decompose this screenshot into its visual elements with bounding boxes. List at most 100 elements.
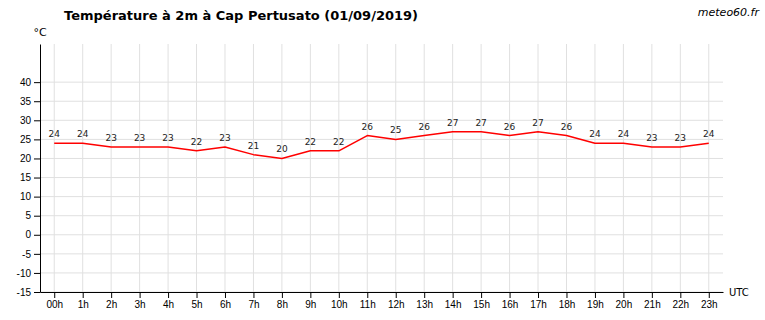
data-label: 26 (362, 122, 374, 132)
x-tick-mark (225, 292, 226, 298)
y-tick: 25 (20, 134, 40, 145)
plot: 00h1h2h3h4h5h6h7h8h9h10h11h12h13h14h15h1… (17, 26, 749, 310)
y-tick-label: 35 (20, 96, 32, 107)
x-tick-mark (367, 292, 368, 298)
y-tick-label: 0 (25, 229, 31, 240)
y-tick-label: -5 (22, 249, 31, 260)
x-tick-mark (623, 292, 624, 298)
grid-line (111, 44, 112, 292)
grid-line (40, 177, 723, 178)
x-tick-mark (253, 292, 254, 298)
watermark: meteo60.fr (698, 6, 761, 19)
data-label: 21 (248, 141, 259, 151)
data-labels: 2424232323222321202222262526272726272624… (49, 118, 715, 155)
grid-line (40, 272, 723, 273)
data-label: 27 (475, 118, 486, 128)
y-tick-label: 5 (25, 210, 31, 221)
grid-line (367, 44, 368, 292)
y-tick: 20 (20, 153, 40, 164)
x-tick-label: 7h (248, 299, 259, 310)
x-tick-mark (396, 292, 397, 298)
y-tick-label: 10 (20, 191, 32, 202)
data-label: 23 (162, 133, 173, 143)
data-label: 22 (191, 137, 202, 147)
x-tick-label: 20h (616, 299, 633, 310)
grid-line (139, 44, 140, 292)
data-label: 24 (77, 129, 89, 139)
x-tick-mark (310, 292, 311, 298)
y-tick: 35 (20, 96, 40, 107)
x-tick-mark (709, 292, 710, 298)
x-tick-label: 16h (502, 299, 519, 310)
x-tick-label: 11h (360, 299, 376, 310)
x-tick-label: 14h (445, 299, 462, 310)
x-tick: 6h (220, 292, 231, 310)
x-tick-label: 22h (672, 299, 689, 310)
marks (54, 132, 709, 159)
data-label: 22 (333, 137, 344, 147)
grid-line (253, 44, 254, 292)
grid-line (54, 44, 55, 292)
y-tick-mark (34, 139, 40, 140)
grid-line (509, 44, 510, 292)
x-tick: 17h (530, 292, 547, 310)
y-tick-mark (34, 101, 40, 102)
data-label: 20 (276, 144, 288, 154)
data-label: 23 (219, 133, 230, 143)
x-tick-label: 5h (191, 299, 202, 310)
y-tick-label: -15 (17, 287, 32, 298)
x-tick-mark (510, 292, 511, 298)
y-tick-mark (34, 120, 40, 121)
x-tick: 20h (616, 292, 633, 310)
y-tick: -5 (22, 249, 40, 260)
y-tick-mark (34, 254, 40, 255)
y-axis-label: °C (33, 26, 47, 39)
x-tick-mark (83, 292, 84, 298)
grid-line (651, 44, 652, 292)
x-tick: 8h (277, 292, 288, 310)
y-tick-mark (34, 197, 40, 198)
data-label: 26 (504, 122, 516, 132)
x-axis-line (41, 292, 724, 293)
x-tick: 14h (445, 292, 462, 310)
x-tick-mark (652, 292, 653, 298)
data-label: 24 (49, 129, 61, 139)
grid-line (40, 215, 723, 216)
data-label: 23 (105, 133, 116, 143)
y-tick: 10 (20, 191, 40, 202)
y-tick-mark (34, 82, 40, 83)
grid (40, 44, 723, 292)
data-label: 24 (703, 129, 715, 139)
grid-line (623, 44, 624, 292)
x-axis-label: UTC (729, 287, 749, 298)
x-tick: 21h (644, 292, 661, 310)
x-tick-mark (339, 292, 340, 298)
data-label: 23 (646, 133, 657, 143)
x-tick: 12h (388, 292, 405, 310)
y-tick: 30 (20, 115, 40, 126)
x-tick-label: 12h (388, 299, 405, 310)
line (54, 132, 709, 159)
grid-line (310, 44, 311, 292)
x-tick-mark (538, 292, 539, 298)
y-tick-label: -10 (17, 268, 32, 279)
data-label: 27 (532, 118, 543, 128)
x-tick: 2h (106, 292, 117, 310)
grid-line (82, 44, 83, 292)
y-tick: 40 (20, 77, 40, 88)
y-tick: -10 (17, 268, 40, 279)
x-tick: 9h (305, 292, 316, 310)
x-tick: 7h (248, 292, 259, 310)
x-tick-mark (566, 292, 567, 298)
grid-line (538, 44, 539, 292)
y-tick-label: 40 (20, 77, 32, 88)
x-tick-label: 10h (331, 299, 348, 310)
grid-line (224, 44, 225, 292)
x-tick: 22h (672, 292, 689, 310)
y-tick-label: 15 (20, 172, 32, 183)
y-tick-label: 25 (20, 134, 32, 145)
x-tick-label: 2h (106, 299, 117, 310)
data-label: 26 (418, 122, 430, 132)
y-tick: 5 (25, 210, 40, 221)
grid-line (40, 292, 723, 293)
